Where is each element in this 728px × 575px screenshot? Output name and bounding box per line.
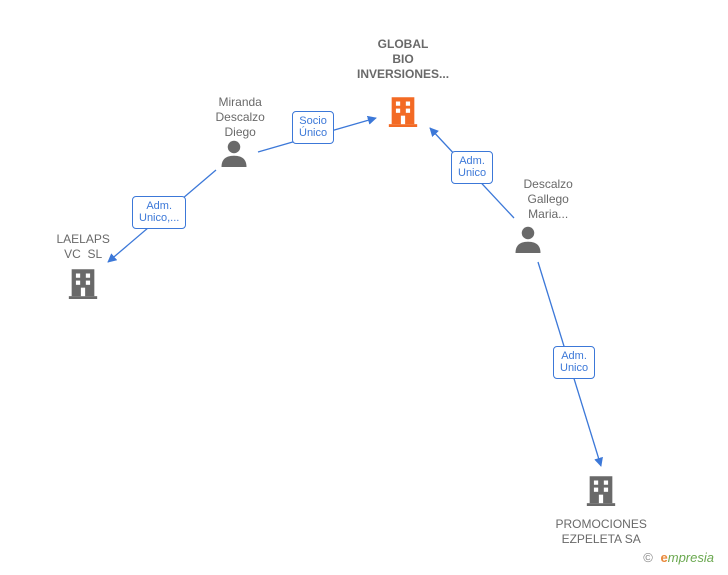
edge-label: Adm. Unico bbox=[553, 346, 595, 379]
person-icon[interactable] bbox=[219, 137, 249, 172]
brand-initial: e bbox=[661, 550, 668, 565]
company-label: GLOBAL BIO INVERSIONES... bbox=[357, 37, 449, 82]
person-label: Miranda Descalzo Diego bbox=[216, 95, 265, 140]
graph-edges bbox=[0, 0, 728, 575]
company-label: PROMOCIONES EZPELETA SA bbox=[556, 517, 647, 547]
company-label: LAELAPS VC SL bbox=[57, 232, 110, 262]
copyright-symbol: © bbox=[643, 550, 653, 565]
edge-label: Adm. Unico,... bbox=[132, 196, 186, 229]
footer-brand: © empresia bbox=[643, 550, 714, 565]
person-icon[interactable] bbox=[513, 223, 543, 258]
brand-rest: mpresia bbox=[668, 550, 714, 565]
person-label: Descalzo Gallego Maria... bbox=[524, 177, 573, 222]
edge-label: Adm. Unico bbox=[451, 151, 493, 184]
company-icon[interactable] bbox=[66, 265, 100, 304]
company-icon[interactable] bbox=[584, 472, 618, 511]
company-icon[interactable] bbox=[386, 93, 420, 132]
edge-label: Socio Único bbox=[292, 111, 334, 144]
